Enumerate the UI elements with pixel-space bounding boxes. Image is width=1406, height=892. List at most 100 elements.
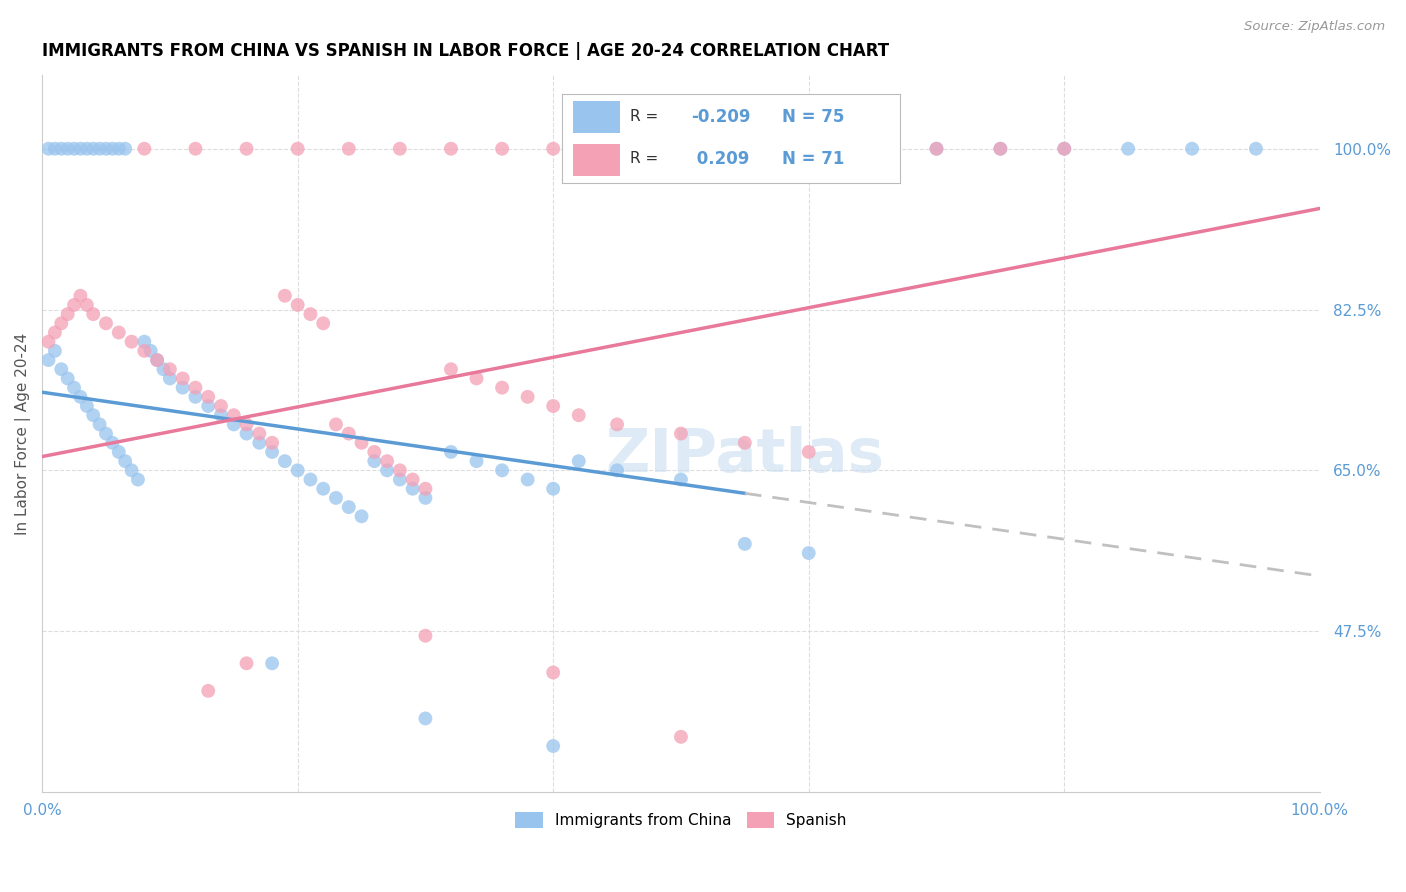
Point [114, 142, 136, 156]
Point [925, 142, 948, 156]
Point [69, 289, 91, 303]
Y-axis label: In Labor Force | Age 20-24: In Labor Force | Age 20-24 [15, 333, 31, 534]
Point [209, 408, 232, 422]
Point [606, 463, 628, 477]
Point [76, 142, 98, 156]
Point [235, 142, 257, 156]
FancyBboxPatch shape [572, 144, 620, 176]
Text: 0.209: 0.209 [690, 150, 749, 168]
Point [69, 142, 91, 156]
Point [375, 454, 398, 468]
Point [146, 353, 169, 368]
Point [51, 142, 73, 156]
Point [63, 298, 86, 312]
Point [440, 445, 463, 459]
Point [541, 399, 564, 413]
Point [415, 711, 437, 725]
Point [337, 426, 360, 441]
FancyBboxPatch shape [572, 101, 620, 133]
Point [274, 454, 297, 468]
Point [197, 684, 219, 698]
Point [299, 473, 322, 487]
Point [299, 307, 322, 321]
Point [262, 657, 284, 671]
Point [388, 142, 411, 156]
Point [388, 473, 411, 487]
Point [669, 426, 692, 441]
Point [287, 142, 309, 156]
Point [541, 665, 564, 680]
Point [797, 142, 820, 156]
Point [139, 343, 162, 358]
Point [146, 353, 169, 368]
Point [159, 362, 181, 376]
Point [516, 473, 538, 487]
Text: ZIPatlas: ZIPatlas [606, 425, 884, 484]
Point [287, 298, 309, 312]
Point [247, 435, 270, 450]
Point [82, 307, 104, 321]
Point [669, 730, 692, 744]
Point [350, 509, 373, 524]
Point [541, 739, 564, 753]
Point [262, 445, 284, 459]
Point [363, 445, 385, 459]
Point [325, 417, 347, 432]
Point [37, 353, 59, 368]
Point [862, 142, 884, 156]
Point [312, 482, 335, 496]
Point [222, 417, 245, 432]
Text: IMMIGRANTS FROM CHINA VS SPANISH IN LABOR FORCE | AGE 20-24 CORRELATION CHART: IMMIGRANTS FROM CHINA VS SPANISH IN LABO… [42, 42, 889, 60]
Point [121, 334, 143, 349]
Point [44, 343, 66, 358]
Point [134, 343, 156, 358]
Point [247, 426, 270, 441]
Point [63, 381, 86, 395]
Point [76, 298, 98, 312]
Point [107, 445, 129, 459]
Point [56, 142, 79, 156]
Point [235, 417, 257, 432]
Point [568, 454, 591, 468]
Point [593, 142, 616, 156]
Point [56, 371, 79, 385]
Point [325, 491, 347, 505]
Text: R =: R = [630, 152, 664, 166]
Point [127, 473, 149, 487]
Point [274, 289, 297, 303]
Text: N = 71: N = 71 [782, 150, 844, 168]
Point [465, 371, 488, 385]
Point [388, 463, 411, 477]
Point [415, 491, 437, 505]
Point [337, 500, 360, 514]
Point [172, 371, 194, 385]
Point [568, 408, 591, 422]
Point [51, 362, 73, 376]
Point [172, 381, 194, 395]
Point [541, 142, 564, 156]
Point [990, 142, 1012, 156]
Point [101, 142, 124, 156]
Point [695, 142, 717, 156]
Point [76, 399, 98, 413]
Point [644, 142, 666, 156]
Point [56, 307, 79, 321]
Point [1053, 142, 1076, 156]
Point [401, 473, 423, 487]
Text: N = 75: N = 75 [782, 108, 844, 126]
Point [350, 435, 373, 450]
Text: -0.209: -0.209 [690, 108, 751, 126]
Point [415, 629, 437, 643]
Point [606, 417, 628, 432]
Point [184, 390, 207, 404]
Point [51, 316, 73, 330]
Point [440, 362, 463, 376]
Point [312, 316, 335, 330]
Point [222, 408, 245, 422]
Point [491, 142, 513, 156]
Point [197, 399, 219, 413]
Point [465, 454, 488, 468]
Point [197, 390, 219, 404]
Point [94, 426, 117, 441]
Point [337, 142, 360, 156]
